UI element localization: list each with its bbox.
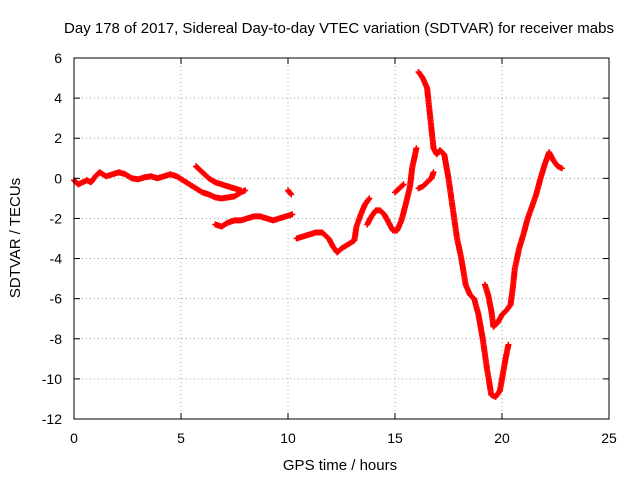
axis-ticks bbox=[73, 57, 610, 420]
data-point bbox=[237, 187, 244, 194]
data-point bbox=[400, 181, 407, 188]
data-point bbox=[558, 165, 565, 172]
data-points bbox=[71, 69, 565, 400]
data-point bbox=[366, 195, 373, 202]
y-tick-label: -8 bbox=[50, 331, 63, 347]
x-tick-label: 10 bbox=[280, 430, 296, 446]
data-point bbox=[413, 145, 420, 152]
y-tick-label: 0 bbox=[54, 170, 62, 186]
x-tick-label: 20 bbox=[494, 430, 510, 446]
y-tick-label: -2 bbox=[50, 210, 63, 226]
y-tick-label: -12 bbox=[42, 411, 62, 427]
data-point bbox=[289, 211, 296, 218]
y-tick-label: -10 bbox=[42, 371, 62, 387]
y-tick-label: -4 bbox=[50, 251, 63, 267]
chart-title: Day 178 of 2017, Sidereal Day-to-day VTE… bbox=[64, 20, 614, 37]
data-point bbox=[430, 169, 437, 176]
data-point bbox=[287, 190, 294, 197]
data-point bbox=[288, 191, 295, 198]
x-tick-label: 15 bbox=[387, 430, 403, 446]
plot-frame bbox=[73, 57, 610, 420]
y-axis-label: SDTVAR / TECUs bbox=[7, 178, 24, 298]
x-tick-label: 0 bbox=[70, 430, 78, 446]
y-tick-label: 2 bbox=[54, 130, 62, 146]
y-tick-labels: -12 -10 -8 -6 -4 -2 0 2 4 6 bbox=[42, 50, 62, 427]
grid-lines bbox=[74, 58, 609, 419]
y-tick-label: 4 bbox=[54, 90, 62, 106]
x-tick-labels: 0 5 10 15 20 25 bbox=[70, 430, 617, 446]
data-point bbox=[505, 341, 512, 348]
x-tick-label: 5 bbox=[177, 430, 185, 446]
data-point bbox=[399, 182, 406, 189]
y-tick-label: -6 bbox=[50, 291, 63, 307]
x-axis-label: GPS time / hours bbox=[283, 457, 397, 474]
x-tick-label: 25 bbox=[601, 430, 617, 446]
y-tick-label: 6 bbox=[54, 50, 62, 66]
